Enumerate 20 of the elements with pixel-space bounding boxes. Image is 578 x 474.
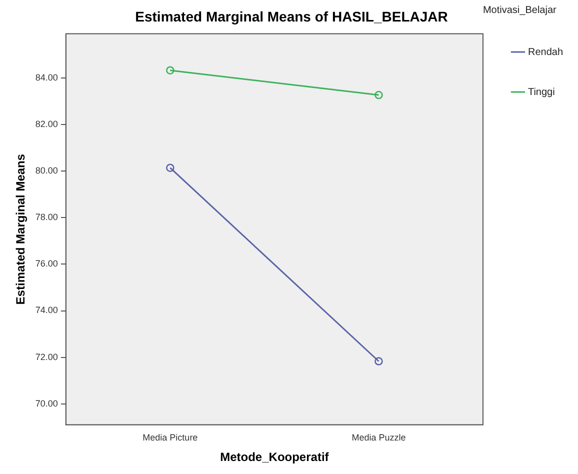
x-axis-title: Metode_Kooperatif	[220, 450, 330, 464]
y-tick-label: 70.00	[35, 398, 58, 408]
point	[374, 90, 383, 100]
legend-label: Tinggi	[528, 86, 555, 98]
y-tick-label: 78.00	[35, 212, 58, 222]
x-tick-label: Media Picture	[142, 432, 198, 443]
y-tick-label: 84.00	[35, 72, 58, 83]
point	[166, 164, 174, 172]
y-tick-label: 82.00	[35, 119, 58, 130]
y-tick-label: 80.00	[35, 166, 58, 176]
legend-label: Rendah	[528, 46, 563, 58]
y-tick-label: 72.00	[35, 352, 58, 362]
y-tick-label: 74.00	[35, 305, 58, 316]
y-tick-label: 76.00	[35, 258, 58, 269]
x-tick-label: Media Puzzle	[352, 432, 406, 443]
legend-title: Motivasi_Belajar	[482, 4, 558, 16]
y-axis-title: Estimated Marginal Means	[14, 154, 28, 305]
point	[166, 66, 174, 74]
chart-title: Estimated Marginal Means of HASIL_BELAJAR	[135, 8, 448, 24]
point	[374, 357, 383, 366]
